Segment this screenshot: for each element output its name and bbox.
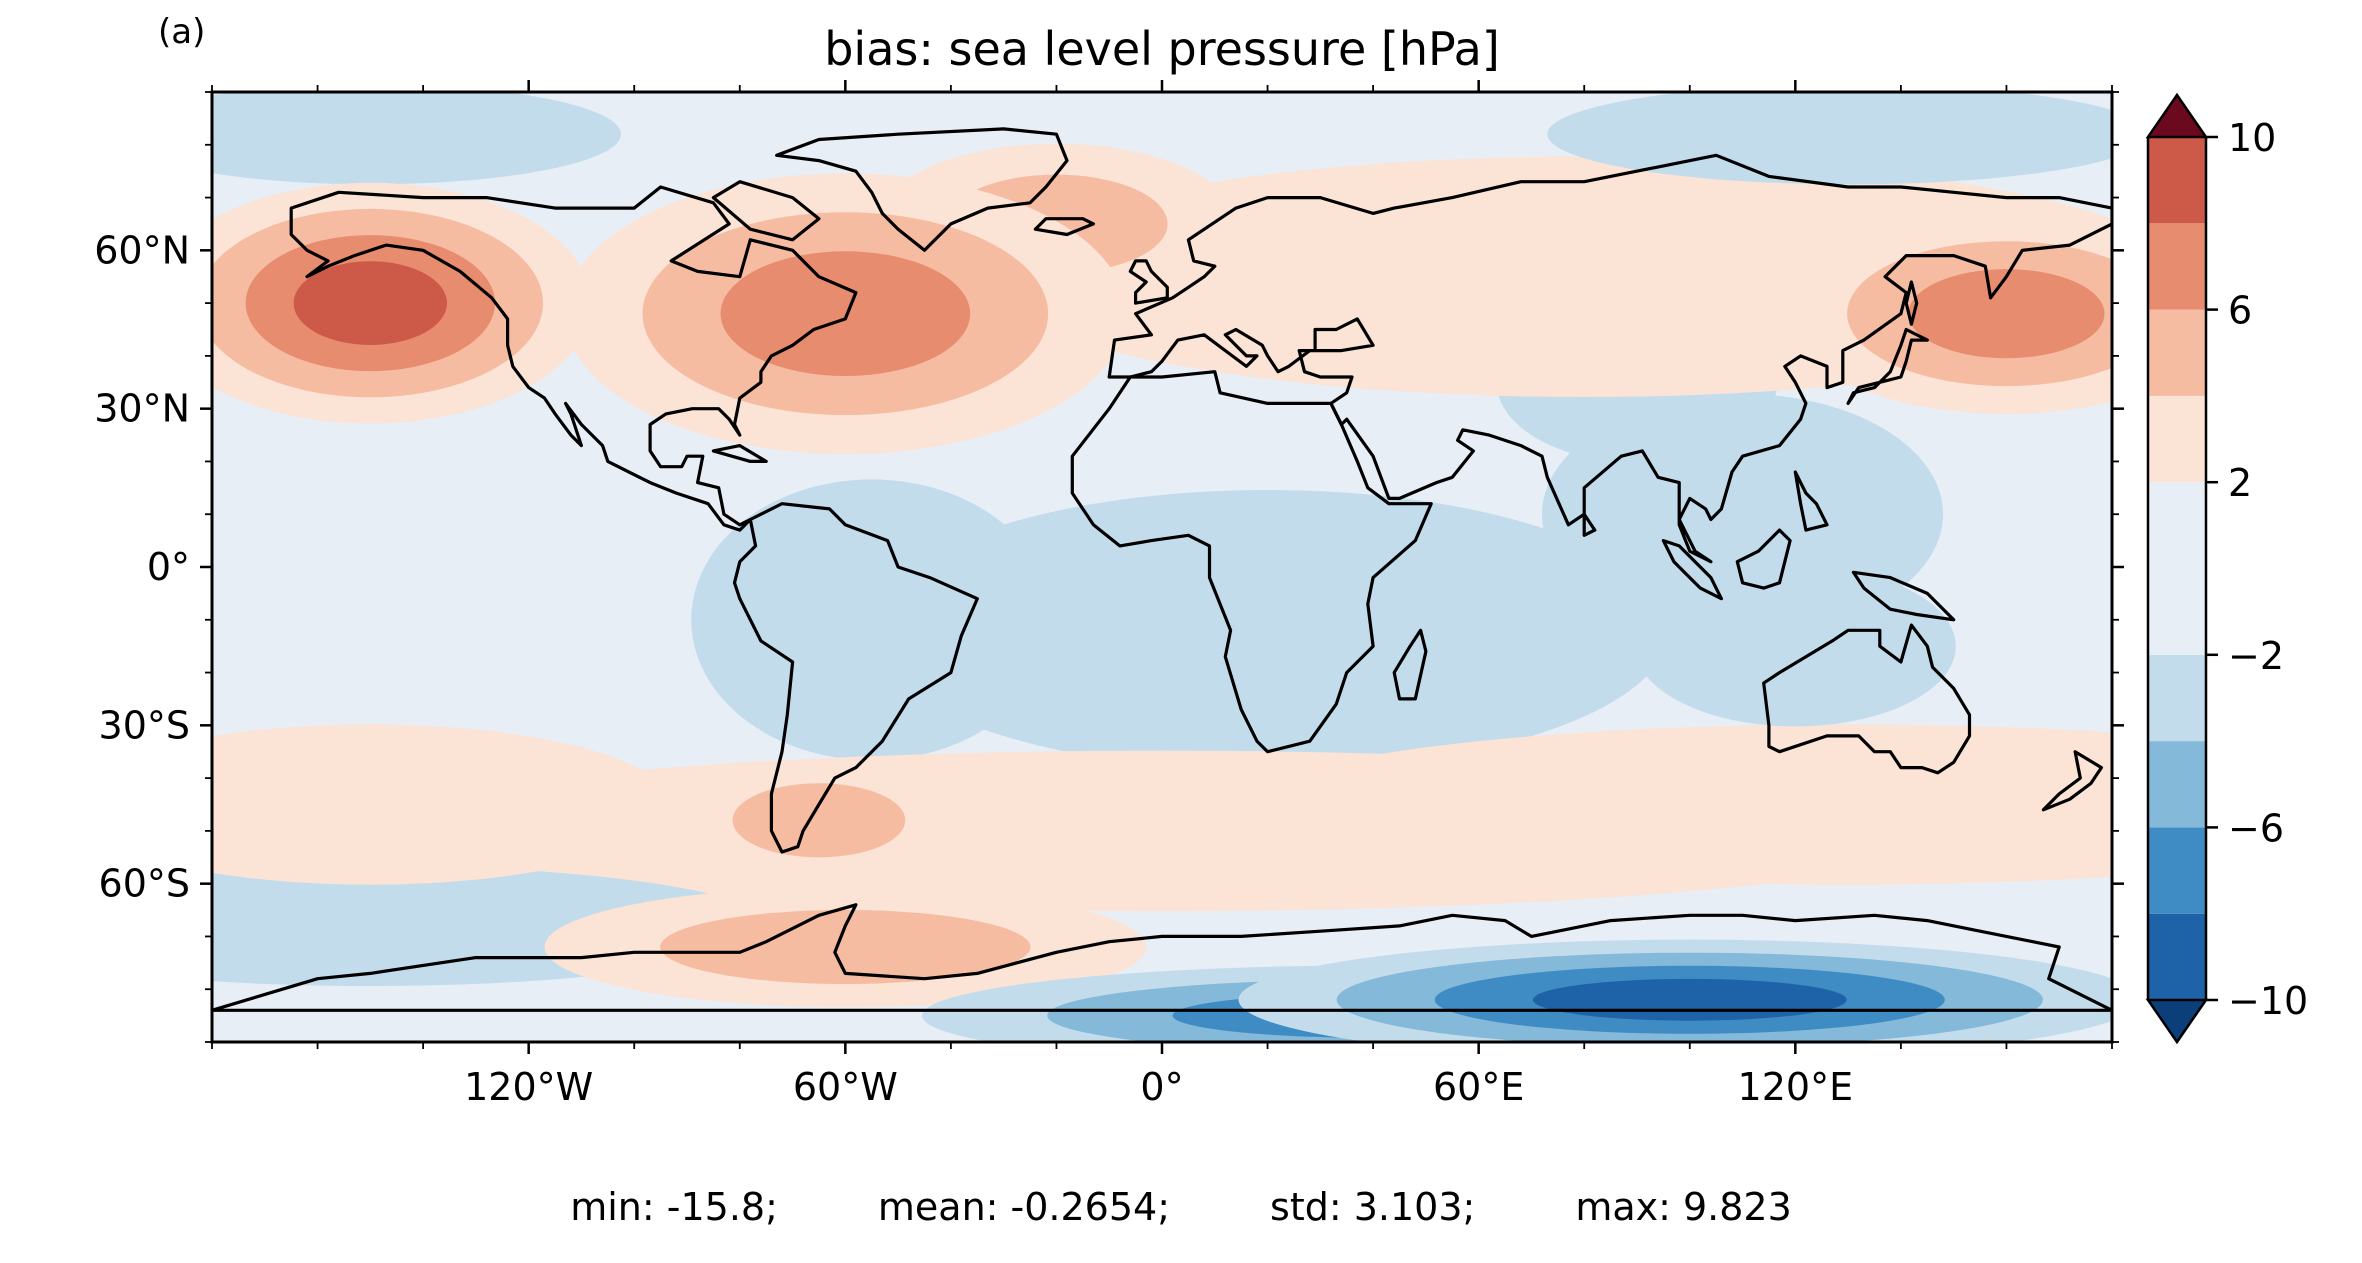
anomaly-region: [212, 182, 591, 424]
colorbar: 10 6 2 −2 −6 −10: [2145, 92, 2308, 1045]
anomaly-region: [866, 489, 1669, 771]
coastline-north-america: [289, 185, 858, 532]
contour-level: [212, 724, 672, 885]
contour-level: [1547, 92, 2112, 185]
colorbar-segment: [2148, 654, 2206, 742]
contour-level: [691, 479, 1053, 761]
coastline-japan: [1846, 327, 1929, 405]
lon-tick-label: 60°W: [793, 1065, 898, 1109]
contour-level: [732, 783, 906, 858]
colorbar-segment: [2148, 137, 2206, 224]
coastline-baffin: [711, 180, 821, 242]
colorbar-segment: [2148, 223, 2206, 310]
anomaly-region: [212, 724, 672, 885]
map-axes: 60°N 30°N 0° 30°S 60°S 120°W 60°W 0° 60°E 120°E: [94, 80, 2124, 1109]
anomaly-region: [1238, 939, 2112, 1042]
contour-level: [293, 261, 448, 345]
colorbar-segment: [2148, 913, 2206, 1000]
anomaly-region: [678, 760, 960, 881]
colorbar-segment: [2148, 309, 2206, 396]
lon-tick-label: 60°E: [1433, 1065, 1524, 1109]
lat-tick-label: 60°N: [94, 228, 190, 272]
colorbar-tick-label: 2: [2228, 461, 2252, 505]
coastline-sumatra: [1661, 538, 1724, 601]
contour-level: [720, 251, 971, 377]
anomaly-region: [1785, 213, 2112, 414]
coastline-antarctica: [212, 903, 2112, 1012]
bias-field: [212, 92, 2112, 1042]
map-title: bias: sea level pressure [hPa]: [824, 22, 1500, 76]
stats-line: min: -15.8; mean: -0.2654; std: 3.103; max:…: [0, 1185, 2362, 1229]
contour-level: [1532, 978, 1847, 1021]
coastline-new-guinea: [1851, 570, 1956, 622]
lat-tick-label: 0°: [147, 545, 190, 589]
anomaly-region: [1634, 565, 1956, 727]
coastlines: [212, 127, 2112, 1012]
lat-tick-label: 30°N: [94, 387, 190, 431]
colorbar-segment: [2148, 827, 2206, 914]
coastline-borneo: [1735, 528, 1792, 590]
lon-tick-label: 0°: [1140, 1065, 1183, 1109]
coastline-philippines: [1793, 470, 1829, 532]
contour-level: [660, 909, 1031, 985]
contour-level: [1634, 565, 1956, 727]
stat-max: max: 9.823: [1575, 1185, 1792, 1229]
colorbar-segment: [2148, 741, 2206, 828]
anomaly-region: [544, 886, 1147, 1008]
coastline-europe-asia: [1107, 153, 2112, 564]
panel-label: (a): [158, 12, 206, 52]
colorbar-tick-label: −6: [2228, 806, 2284, 850]
lon-tick-label: 120°E: [1738, 1065, 1854, 1109]
colorbar-extend-max: [2145, 92, 2209, 139]
coastline-greenland: [775, 127, 1069, 252]
coastline-africa: [1070, 370, 1433, 754]
colorbar-tick-label: 10: [2228, 116, 2276, 160]
colorbar-segment: [2148, 482, 2206, 655]
coastline-australia: [1762, 623, 1972, 775]
contour-level: [1908, 269, 2105, 359]
coastline-sakhalin: [1904, 280, 1919, 326]
contour-level: [212, 92, 621, 185]
stat-mean: mean: -0.2654;: [877, 1185, 1171, 1229]
stat-min: min: -15.8;: [570, 1185, 778, 1229]
colorbar-tick-label: −2: [2228, 634, 2284, 678]
anomaly-region: [564, 173, 1127, 455]
colorbar-tick-label: −10: [2228, 979, 2308, 1023]
anomaly-region: [212, 92, 621, 185]
lat-tick-label: 60°S: [99, 862, 190, 906]
anomaly-region: [691, 479, 1053, 761]
coastline-sri-lanka: [1582, 512, 1597, 537]
coastline-cuba: [711, 444, 768, 463]
colorbar-segment: [2148, 395, 2206, 483]
coastline-uk: [1128, 259, 1169, 305]
colorbar-extend-min: [2145, 998, 2209, 1045]
coastline-south-america: [732, 502, 979, 854]
coastline-iceland: [1033, 217, 1096, 237]
colorbar-tick-label: 6: [2228, 289, 2252, 333]
contour-level: [866, 489, 1669, 771]
lat-tick-label: 30°S: [99, 703, 190, 747]
coastline-madagascar: [1392, 628, 1428, 701]
lon-tick-label: 120°W: [464, 1065, 593, 1109]
stat-std: std: 3.103;: [1270, 1185, 1476, 1229]
coastline-new-zealand: [2041, 750, 2103, 812]
anomaly-region: [1547, 92, 2112, 185]
